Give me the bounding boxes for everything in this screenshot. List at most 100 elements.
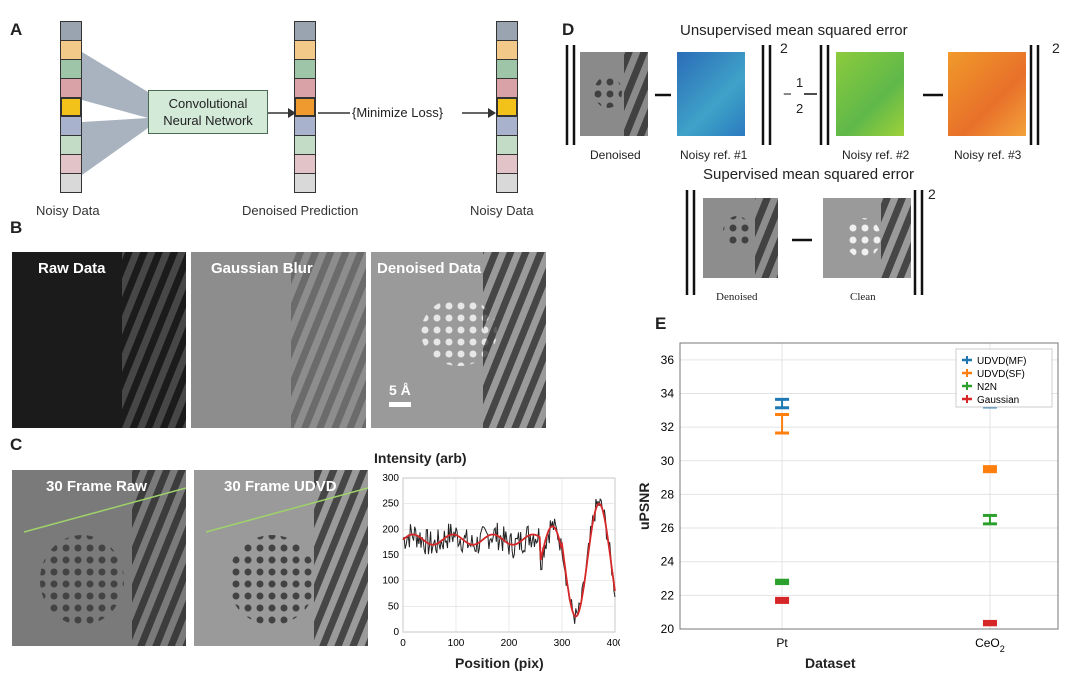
stack-cell <box>496 97 518 117</box>
stack-cell <box>60 173 82 193</box>
unsup-exponent-1: 2 <box>780 40 788 56</box>
profile-ytick: 50 <box>388 601 400 612</box>
svg-text:UDVD(SF): UDVD(SF) <box>977 369 1025 380</box>
stack-cell <box>496 154 518 174</box>
panel-label-b: B <box>10 218 23 237</box>
panel-label-d: D <box>562 20 575 39</box>
raw-data-image: Raw Data <box>12 252 186 428</box>
svg-text:UDVD(MF): UDVD(MF) <box>977 356 1026 367</box>
supervised-title: Supervised mean squared error <box>703 166 914 183</box>
cnn-box: Convolutional Neural Network <box>148 90 268 134</box>
stack-cell <box>496 21 518 41</box>
e-xtick: Pt <box>776 636 788 650</box>
noisy-ref-3-caption: Noisy ref. #3 <box>954 148 1022 162</box>
panel-a-diagram <box>82 52 496 175</box>
noisy-ref-1-caption: Noisy ref. #1 <box>680 148 748 162</box>
stack-cell <box>294 59 316 79</box>
dataset-axis-label: Dataset <box>805 655 856 671</box>
denoised-prediction-label: Denoised Prediction <box>242 203 359 218</box>
panel-label-e: E <box>655 314 667 333</box>
noisy-ref-3-image <box>948 52 1026 136</box>
panel-label-a: A <box>10 20 23 39</box>
e-ytick: 26 <box>661 521 675 535</box>
unsup-exponent-2: 2 <box>1052 40 1060 56</box>
profile-xtick: 400 <box>607 638 620 649</box>
profile-xtick: 100 <box>448 638 465 649</box>
legend-entry: N2N <box>962 382 997 393</box>
raw-30-frame-image: 30 Frame Raw <box>12 470 186 646</box>
unsup-denoised-image <box>580 52 654 136</box>
stack-cell <box>294 78 316 98</box>
profile-ytick: 100 <box>382 576 399 587</box>
sup-clean-image <box>823 198 915 278</box>
profile-udvd-line <box>402 502 616 618</box>
stack-cell <box>496 78 518 98</box>
errorbar-udvd-sf- <box>775 413 790 435</box>
e-ytick: 30 <box>661 454 675 468</box>
stack-cell <box>60 59 82 79</box>
svg-text:Gaussian: Gaussian <box>977 395 1019 406</box>
sup-exponent: 2 <box>928 186 936 202</box>
e-ytick: 28 <box>661 487 675 501</box>
profile-xtick: 200 <box>501 638 518 649</box>
noisy-data-stack-right <box>496 21 518 193</box>
stack-cell <box>496 40 518 60</box>
sup-denoised-caption: Denoised <box>716 291 758 303</box>
svg-text:N2N: N2N <box>977 382 997 393</box>
e-ytick: 36 <box>661 353 675 367</box>
e-ytick: 24 <box>661 555 675 569</box>
intensity-profile-plot: 0 100 200 300 400 0 50 100 150 200 250 300 <box>382 473 620 649</box>
stack-cell <box>294 154 316 174</box>
stack-cell <box>294 21 316 41</box>
sup-clean-caption: Clean <box>850 291 876 303</box>
noisy-ref-2-image <box>836 52 904 136</box>
noisy-ref-2-caption: Noisy ref. #2 <box>842 148 910 162</box>
profile-xtick: 300 <box>554 638 571 649</box>
legend-entry: UDVD(SF) <box>962 369 1025 380</box>
udvd-30-frame-image: 30 Frame UDVD <box>194 470 368 646</box>
stack-cell <box>294 40 316 60</box>
stack-cell <box>60 21 82 41</box>
denoised-prediction-stack <box>294 21 316 193</box>
profile-ytick: 250 <box>382 499 399 510</box>
noisy-data-left-label: Noisy Data <box>36 203 100 218</box>
stack-cell <box>294 116 316 136</box>
stack-cell <box>60 97 82 117</box>
scale-bar-label: 5 Å <box>389 382 411 398</box>
cnn-label-line2: Neural Network <box>163 113 253 128</box>
udvd-30-frame-title: 30 Frame UDVD <box>224 478 337 495</box>
errorbar-gaussian <box>982 619 997 627</box>
half-denominator: 2 <box>796 101 804 116</box>
stack-cell <box>294 173 316 193</box>
stack-cell <box>60 116 82 136</box>
e-ytick: 22 <box>661 588 675 602</box>
stack-cell <box>60 78 82 98</box>
noisy-ref-1-image <box>677 52 745 136</box>
stack-cell <box>496 59 518 79</box>
unsup-denoised-caption: Denoised <box>590 148 641 162</box>
denoised-data-title: Denoised Data <box>377 260 482 277</box>
gaussian-blur-title: Gaussian Blur <box>211 260 313 277</box>
panel-d-equation <box>565 45 1040 295</box>
raw-30-frame-title: 30 Frame Raw <box>46 478 147 495</box>
position-axis-label: Position (pix) <box>455 655 544 671</box>
minus-sign: − <box>783 86 792 103</box>
funnel-lower <box>82 118 148 175</box>
sup-denoised-image <box>703 198 785 278</box>
stack-cell <box>496 116 518 136</box>
intensity-axis-label: Intensity (arb) <box>374 450 467 466</box>
stack-cell <box>496 173 518 193</box>
profile-raw-line <box>402 497 616 624</box>
stack-cell <box>60 154 82 174</box>
raw-data-title: Raw Data <box>38 260 106 277</box>
legend-entry: UDVD(MF) <box>962 356 1026 367</box>
legend-entry: Gaussian <box>962 395 1019 406</box>
noisy-data-right-label: Noisy Data <box>470 203 534 218</box>
funnel-upper <box>82 52 148 118</box>
e-ytick: 34 <box>661 386 675 400</box>
minimize-loss-label: {Minimize Loss} <box>352 105 444 120</box>
profile-ytick: 150 <box>382 550 399 561</box>
errorbar-udvd-sf- <box>982 465 997 474</box>
e-xtick: CeO2 <box>975 636 1005 654</box>
e-ytick: 32 <box>661 420 675 434</box>
